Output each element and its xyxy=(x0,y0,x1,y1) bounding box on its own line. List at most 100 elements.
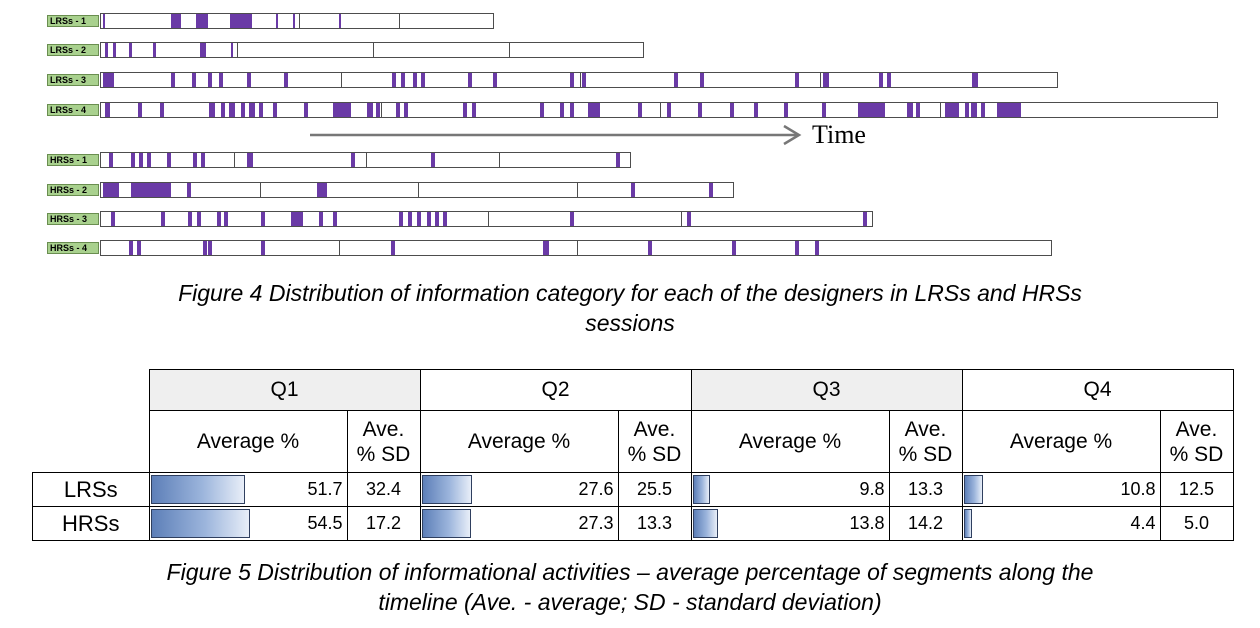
activity-segment xyxy=(160,103,164,117)
average-bar xyxy=(150,509,250,538)
average-value: 4.4 xyxy=(1130,513,1156,533)
activity-segment xyxy=(131,183,171,197)
quarter-divider xyxy=(237,43,238,57)
row-label-lrss: LRSs xyxy=(32,472,150,507)
activity-segment xyxy=(247,73,251,87)
activity-segment xyxy=(965,103,969,117)
activity-segment xyxy=(201,153,205,167)
average-cell: 10.8 xyxy=(961,472,1161,507)
activity-segment xyxy=(230,14,252,28)
activity-segment xyxy=(863,212,867,226)
sd-header-line-1: Ave. xyxy=(633,417,676,441)
activity-segment xyxy=(431,153,435,167)
activity-segment xyxy=(560,103,564,117)
quarter-divider xyxy=(660,103,661,117)
activity-segment xyxy=(284,73,288,87)
activity-segment xyxy=(413,73,417,87)
activity-segment xyxy=(698,103,702,117)
activity-segment xyxy=(319,212,323,226)
activity-segment xyxy=(543,241,549,255)
activity-segment xyxy=(795,241,799,255)
activity-segment xyxy=(161,212,165,226)
quarter-header-q2: Q2 xyxy=(419,369,692,411)
average-value: 10.8 xyxy=(1120,479,1156,499)
activity-segment xyxy=(582,73,586,87)
quarter-divider xyxy=(339,241,340,255)
time-axis-label: Time xyxy=(812,120,866,149)
figure-4-caption: Figure 4 Distribution of information cat… xyxy=(0,278,1260,338)
activity-segment xyxy=(193,153,197,167)
quarter-divider xyxy=(399,14,400,28)
activity-segment xyxy=(795,73,799,87)
sd-value: 32.4 xyxy=(346,472,421,507)
average-header-q4: Average % xyxy=(961,410,1161,473)
activity-segment xyxy=(273,103,277,117)
figure-5-table: Q1 Q2 Q3 Q4 Average % Ave.% SD Average %… xyxy=(32,369,1234,541)
activity-segment xyxy=(103,73,114,87)
activity-segment xyxy=(203,241,207,255)
column-header-row: Average % Ave.% SD Average % Ave.% SD Av… xyxy=(33,410,1234,473)
activity-segment xyxy=(417,212,421,226)
activity-segment xyxy=(443,212,447,226)
average-bar xyxy=(963,475,984,504)
table-row: LRSs 51.7 32.4 27.6 25.5 9.8 13.3 10.8 1… xyxy=(32,472,1234,507)
quarter-divider xyxy=(341,73,342,87)
activity-segment xyxy=(399,212,403,226)
activity-segment xyxy=(187,183,191,197)
activity-segment xyxy=(167,153,171,167)
average-value: 9.8 xyxy=(859,479,885,499)
activity-segment xyxy=(129,241,133,255)
activity-segment xyxy=(588,103,594,117)
sd-value: 17.2 xyxy=(346,506,421,541)
quarter-divider xyxy=(418,183,419,197)
average-value: 27.6 xyxy=(578,479,614,499)
figure-4-timeline: LRSs - 1 LRSs - 2 LRSs - 3 LRSs - 4 HRSs - 1… xyxy=(47,13,1218,256)
timeline-track xyxy=(100,13,494,29)
activity-segment xyxy=(217,212,221,226)
activity-segment xyxy=(638,103,642,117)
quarter-divider xyxy=(820,73,821,87)
time-arrow-icon xyxy=(310,124,802,146)
activity-segment xyxy=(858,103,885,117)
activity-segment xyxy=(219,73,223,87)
activity-segment xyxy=(208,73,212,87)
sd-header-q4: Ave.% SD xyxy=(1159,410,1234,473)
quarter-divider xyxy=(681,212,682,226)
sd-header-line-2: % SD xyxy=(356,442,411,466)
activity-segment xyxy=(196,14,208,28)
activity-segment xyxy=(971,103,977,117)
activity-segment xyxy=(209,103,215,117)
activity-segment xyxy=(408,212,412,226)
activity-segment xyxy=(616,153,620,167)
sd-header-line-1: Ave. xyxy=(904,417,947,441)
activity-segment xyxy=(129,43,132,57)
average-bar xyxy=(150,475,245,504)
activity-segment xyxy=(221,103,225,117)
activity-segment xyxy=(823,73,829,87)
activity-segment xyxy=(367,103,373,117)
average-header-q2: Average % xyxy=(419,410,619,473)
sd-header-line-1: Ave. xyxy=(1175,417,1218,441)
timeline-track xyxy=(100,72,1058,88)
activity-segment xyxy=(648,241,652,255)
activity-segment xyxy=(231,43,233,57)
sd-header-q2: Ave.% SD xyxy=(617,410,692,473)
quarter-divider xyxy=(260,183,261,197)
activity-segment xyxy=(493,73,497,87)
activity-segment xyxy=(131,153,135,167)
sd-value: 14.2 xyxy=(888,506,963,541)
activity-segment xyxy=(392,73,396,87)
activity-segment xyxy=(139,153,143,167)
activity-segment xyxy=(570,103,574,117)
sd-value: 13.3 xyxy=(617,506,692,541)
blank-cell xyxy=(33,370,150,411)
activity-segment xyxy=(401,73,405,87)
activity-segment xyxy=(468,73,472,87)
activity-segment xyxy=(404,103,408,117)
timeline-row-label: HRSs - 3 xyxy=(47,213,99,225)
activity-segment xyxy=(200,43,206,57)
activity-segment xyxy=(945,103,959,117)
average-cell: 54.5 xyxy=(148,506,348,541)
activity-segment xyxy=(421,73,425,87)
sd-header-q3: Ave.% SD xyxy=(888,410,963,473)
